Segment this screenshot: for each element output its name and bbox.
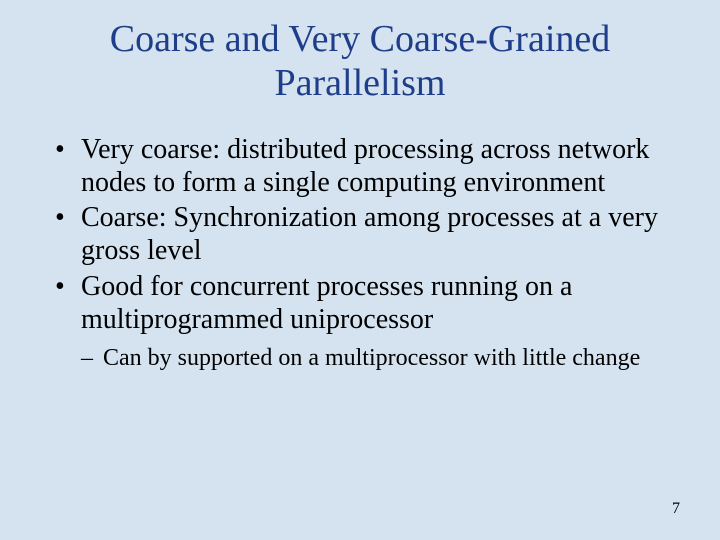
page-number: 7 bbox=[672, 500, 680, 518]
sub-bullet-list: Can by supported on a multiprocessor wit… bbox=[81, 344, 680, 372]
slide-content: Very coarse: distributed processing acro… bbox=[40, 133, 680, 372]
slide: Coarse and Very Coarse-Grained Paralleli… bbox=[0, 0, 720, 540]
slide-title: Coarse and Very Coarse-Grained Paralleli… bbox=[40, 18, 680, 105]
bullet-item: Good for concurrent processes running on… bbox=[55, 270, 680, 372]
sub-bullet-text: Can by supported on a multiprocessor wit… bbox=[103, 345, 640, 371]
bullet-item: Very coarse: distributed processing acro… bbox=[55, 133, 680, 199]
bullet-list: Very coarse: distributed processing acro… bbox=[55, 133, 680, 372]
bullet-text: Good for concurrent processes running on… bbox=[81, 271, 572, 335]
bullet-text: Coarse: Synchronization among processes … bbox=[81, 202, 658, 266]
bullet-item: Coarse: Synchronization among processes … bbox=[55, 201, 680, 267]
sub-bullet-item: Can by supported on a multiprocessor wit… bbox=[81, 344, 680, 372]
bullet-text: Very coarse: distributed processing acro… bbox=[81, 134, 649, 198]
